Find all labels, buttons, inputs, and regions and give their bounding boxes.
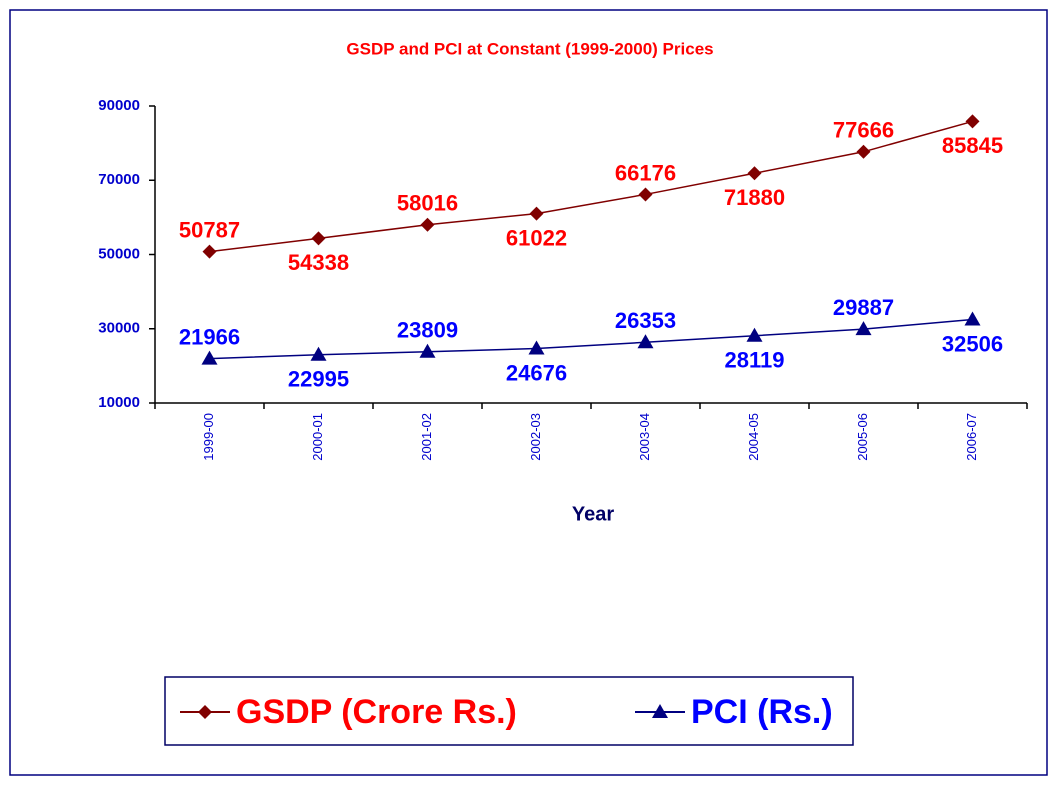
chart-border — [9, 9, 1048, 776]
x-tick-label: 2003-04 — [637, 413, 652, 461]
x-tick-label: 2002-03 — [528, 413, 543, 461]
data-point — [529, 206, 544, 221]
data-point — [637, 334, 654, 349]
data-point — [201, 350, 218, 365]
data-point — [310, 346, 327, 361]
data-point — [746, 327, 763, 342]
data-label: 29887 — [833, 295, 894, 320]
data-point — [747, 166, 762, 181]
data-label: 26353 — [615, 308, 676, 333]
data-label: 22995 — [288, 367, 349, 392]
data-label: 50787 — [179, 217, 240, 242]
series-line — [209, 318, 973, 360]
x-tick-label: 2006-07 — [964, 413, 979, 461]
y-tick-label: 70000 — [98, 171, 140, 188]
data-point — [856, 144, 871, 159]
legend-marker — [198, 705, 212, 719]
series-line — [209, 120, 973, 253]
x-tick-label: 2005-06 — [855, 413, 870, 461]
legend-label: GSDP (Crore Rs.) — [236, 693, 517, 731]
chart-title: GSDP and PCI at Constant (1999-2000) Pri… — [346, 39, 713, 58]
data-label: 71880 — [724, 185, 785, 210]
data-point — [311, 231, 326, 246]
x-tick-label: 1999-00 — [201, 413, 216, 461]
data-label: 23809 — [397, 318, 458, 343]
y-tick-label: 90000 — [98, 97, 140, 114]
data-point — [419, 343, 436, 358]
data-label: 32506 — [942, 331, 1003, 356]
y-tick-label: 30000 — [98, 320, 140, 337]
data-point — [420, 217, 435, 232]
data-label: 21966 — [179, 324, 240, 349]
data-label: 54338 — [288, 250, 349, 275]
y-tick-label: 50000 — [98, 245, 140, 262]
data-label: 28119 — [725, 348, 785, 373]
data-label: 77666 — [833, 118, 894, 143]
data-label: 61022 — [506, 225, 567, 250]
data-point — [964, 311, 981, 326]
legend-box — [164, 676, 854, 746]
data-label: 85845 — [942, 133, 1003, 158]
x-tick-label: 2001-02 — [419, 413, 434, 461]
data-label: 58016 — [397, 191, 458, 216]
data-label: 66176 — [615, 160, 676, 185]
y-tick-label: 10000 — [98, 394, 140, 411]
data-point — [965, 114, 980, 129]
legend-marker — [652, 704, 668, 718]
legend-label: PCI (Rs.) — [691, 693, 833, 731]
data-label: 24676 — [506, 360, 567, 385]
x-tick-label: 2004-05 — [746, 413, 761, 461]
x-axis-label: Year — [572, 503, 614, 525]
data-point — [638, 187, 653, 202]
data-point — [202, 244, 217, 259]
data-point — [528, 340, 545, 355]
x-tick-label: 2000-01 — [310, 413, 325, 461]
data-point — [855, 321, 872, 336]
